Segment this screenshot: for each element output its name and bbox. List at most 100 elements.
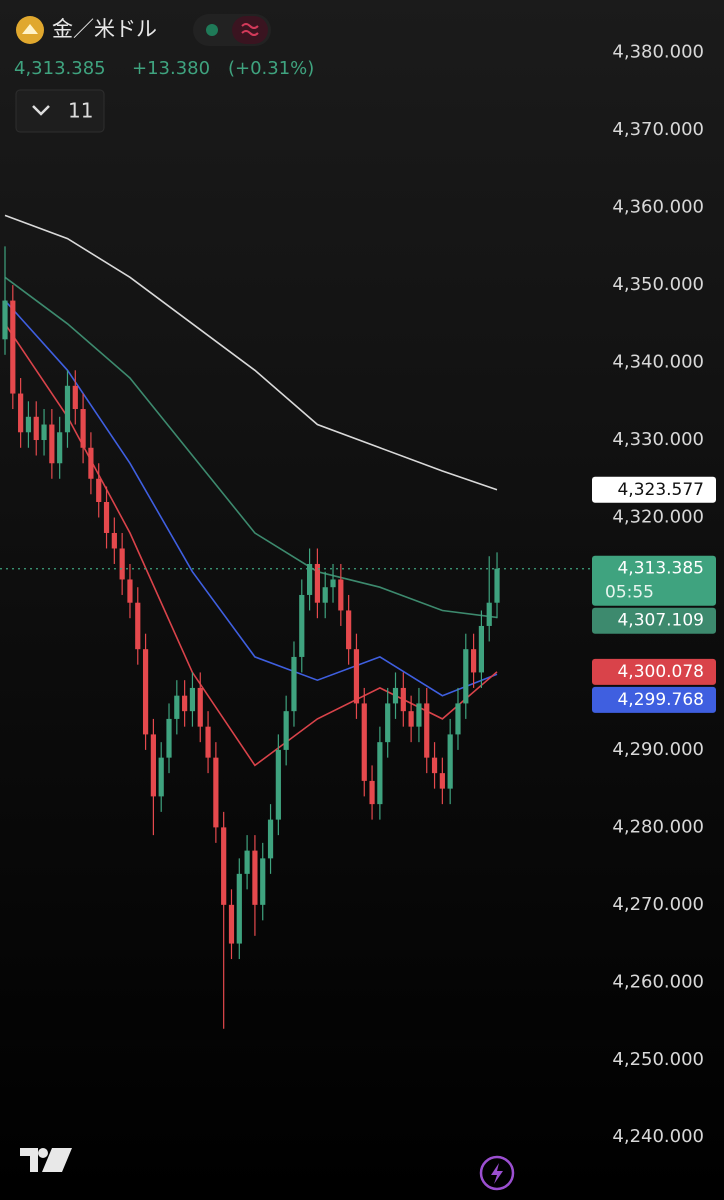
- candle-body: [158, 757, 164, 797]
- y-tick-label: 4,290.000: [612, 739, 704, 760]
- countdown-label: 05:55: [605, 583, 654, 603]
- candle-body: [291, 656, 297, 712]
- interval-chevron: [32, 105, 50, 116]
- candle-body: [408, 711, 414, 727]
- candle-body: [111, 532, 117, 549]
- candle-body: [33, 416, 39, 441]
- candle-body: [267, 819, 274, 859]
- candle-body: [330, 579, 336, 588]
- price-badge: [592, 607, 716, 634]
- candle-body: [135, 602, 141, 650]
- candle-body: [369, 780, 375, 805]
- candle-body: [236, 873, 242, 944]
- y-tick-label: 4,330.000: [612, 429, 704, 450]
- ma-line: [4, 214, 498, 491]
- y-tick-label: 4,340.000: [612, 352, 704, 373]
- y-tick-label: 4,360.000: [612, 197, 704, 218]
- candle-body: [322, 587, 328, 603]
- candle-body: [431, 757, 438, 774]
- candle-body: [353, 649, 360, 704]
- price-badge-label: 4,300.078: [617, 662, 704, 682]
- header-change: +13.380: [132, 58, 210, 79]
- candle-body: [197, 687, 203, 727]
- candle-body: [439, 773, 445, 789]
- candle-body: [244, 850, 250, 874]
- candle-body: [416, 703, 422, 727]
- candle-body: [213, 757, 219, 828]
- status-dot: [206, 24, 218, 36]
- candle-body: [150, 734, 156, 797]
- ma-line: [4, 276, 498, 619]
- price-badge: [592, 686, 716, 713]
- y-tick-label: 4,280.000: [612, 816, 704, 837]
- status-wave-bg: [232, 16, 268, 44]
- header-change-pct: (+0.31%): [228, 58, 314, 79]
- bolt-icon: [491, 1163, 503, 1184]
- tv-logo[interactable]: [20, 1148, 72, 1172]
- y-tick-label: 4,380.000: [612, 42, 704, 63]
- candle-body: [49, 424, 55, 464]
- symbol-icon-shape: [22, 24, 38, 34]
- y-tick-label: 4,350.000: [612, 274, 704, 295]
- candle-body: [392, 687, 399, 704]
- candle-body: [57, 432, 63, 464]
- candle-body: [314, 563, 320, 603]
- y-tick-label: 4,320.000: [612, 506, 704, 527]
- y-tick-label: 4,260.000: [612, 971, 704, 992]
- header-price: 4,313.385: [14, 58, 106, 79]
- candle-body: [252, 850, 258, 905]
- price-badge-label: 4,299.768: [617, 690, 704, 710]
- candle-body: [486, 602, 492, 626]
- bolt-button[interactable]: [479, 1155, 515, 1191]
- candle-body: [424, 703, 430, 758]
- status-wave: [241, 23, 259, 36]
- candle-body: [72, 385, 78, 410]
- y-tick-label: 4,270.000: [612, 894, 704, 915]
- candle-body: [455, 703, 461, 735]
- ma-line: [4, 300, 498, 697]
- candle-body: [385, 703, 391, 743]
- candle-body: [205, 726, 211, 758]
- candle-body: [142, 649, 149, 735]
- candle-body: [119, 548, 125, 580]
- y-tick-label: 4,370.000: [612, 119, 704, 140]
- candle-body: [103, 502, 110, 533]
- tv-logo-dot: [38, 1148, 48, 1158]
- candle-body: [400, 687, 406, 712]
- candle-body: [478, 625, 485, 673]
- candle-body: [10, 300, 16, 394]
- candle-body: [447, 734, 453, 789]
- candle-body: [174, 695, 180, 719]
- candle-body: [306, 563, 313, 595]
- y-tick-label: 4,240.000: [612, 1126, 704, 1147]
- symbol-title: 金／米ドル: [52, 17, 157, 41]
- price-badge: [592, 658, 716, 685]
- candle-body: [228, 904, 235, 944]
- candle-body: [2, 300, 8, 340]
- candle-body: [361, 703, 367, 781]
- candle-body: [80, 409, 86, 448]
- candle-body: [221, 827, 227, 905]
- candle-body: [338, 579, 344, 611]
- candle-body: [377, 742, 383, 805]
- candle-body: [41, 424, 47, 441]
- candle-body: [346, 610, 352, 650]
- price-badge-label: 4,313.385: [617, 559, 704, 579]
- candle-body: [182, 695, 188, 712]
- candle-body: [96, 478, 102, 503]
- header: 金／米ドル 4,313.385 +13.380 (+0.31%) 11: [14, 14, 314, 133]
- price-badge: [592, 476, 716, 503]
- price-badge: [592, 555, 716, 606]
- candle-body: [494, 568, 500, 603]
- price-badge-label: 4,323.577: [617, 480, 704, 500]
- interval-label: 11: [68, 99, 93, 123]
- candle-body: [471, 649, 477, 673]
- candle-body: [189, 687, 196, 712]
- candle-body: [299, 594, 305, 657]
- candle-body: [127, 579, 133, 603]
- interval-button[interactable]: [15, 89, 105, 133]
- candle-body: [88, 447, 94, 479]
- y-tick-label: 4,250.000: [612, 1049, 704, 1070]
